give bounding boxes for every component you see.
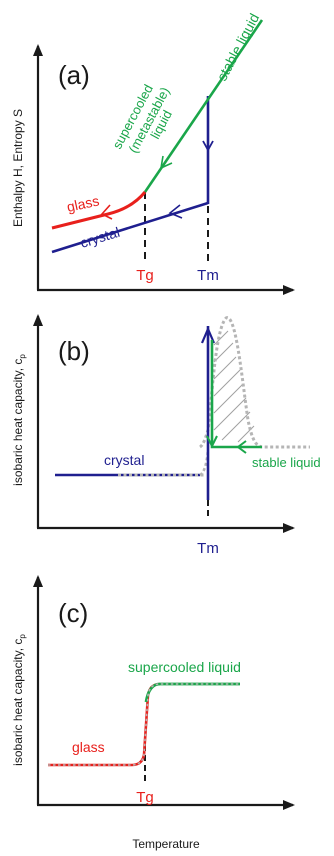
- panel-b-ylabel: isobaric heat capacity, cp: [11, 354, 27, 486]
- panel-c-label: (c): [58, 598, 88, 628]
- panel-b: (b) isobaric heat capacity, cp: [11, 314, 321, 557]
- panel-b-dotted-peak: [199, 316, 310, 449]
- panel-a-crystal-arrow: [168, 204, 183, 219]
- panel-b-hatch: [213, 330, 255, 443]
- panel-a-ylabel: Enthalpy H, Entropy S: [11, 109, 25, 227]
- panel-a-glass-curve: [51, 191, 147, 230]
- panel-b-stable-label: stable liquid: [252, 455, 321, 470]
- panel-b-crystal-label: crystal: [104, 452, 144, 468]
- panel-c-supercooled-label: supercooled liquid: [128, 659, 241, 675]
- panel-c-ylabel-sub: p: [18, 634, 27, 639]
- panel-b-tm-up-arrow: [200, 326, 216, 344]
- panel-c-ylabel: isobaric heat capacity, cp: [11, 634, 27, 766]
- panel-c-dotted-overlay: [48, 683, 240, 766]
- panel-a-glass-arrow: [100, 204, 113, 220]
- panel-c: (c) isobaric heat capacity, cp glass sup…: [11, 575, 295, 851]
- panel-b-liquid-arrow-left: [236, 440, 247, 454]
- panel-a: (a) Enthalpy H, Entropy S glass crystal …: [11, 11, 295, 295]
- panel-a-tm-arrow: [202, 140, 214, 152]
- panel-a-tick-tm: Tm: [197, 267, 219, 284]
- panel-b-label: (b): [58, 336, 90, 366]
- panel-c-xlabel: Temperature: [132, 837, 200, 851]
- panel-a-liquid-arrow: [159, 155, 173, 170]
- panel-a-crystal-line: [51, 201, 209, 254]
- panel-b-ylabel-main: isobaric heat capacity, c: [11, 359, 25, 486]
- panel-c-ylabel-main: isobaric heat capacity, c: [11, 639, 25, 766]
- panel-a-tick-tg: Tg: [136, 267, 154, 284]
- panel-a-crystal-label: crystal: [78, 224, 121, 251]
- panel-b-tick-tm: Tm: [197, 540, 219, 557]
- panel-c-liquid-curve: [144, 682, 240, 703]
- panel-b-ylabel-sub: p: [18, 354, 27, 359]
- panel-a-stable-label: stable liquid: [214, 11, 263, 84]
- panel-c-tick-tg: Tg: [136, 789, 154, 806]
- panel-a-liquid-line: [143, 19, 264, 193]
- panel-a-glass-label: glass: [65, 192, 100, 214]
- panel-b-liquid-arrow: [206, 435, 218, 449]
- panel-c-glass-label: glass: [72, 739, 105, 755]
- panel-a-label: (a): [58, 60, 90, 90]
